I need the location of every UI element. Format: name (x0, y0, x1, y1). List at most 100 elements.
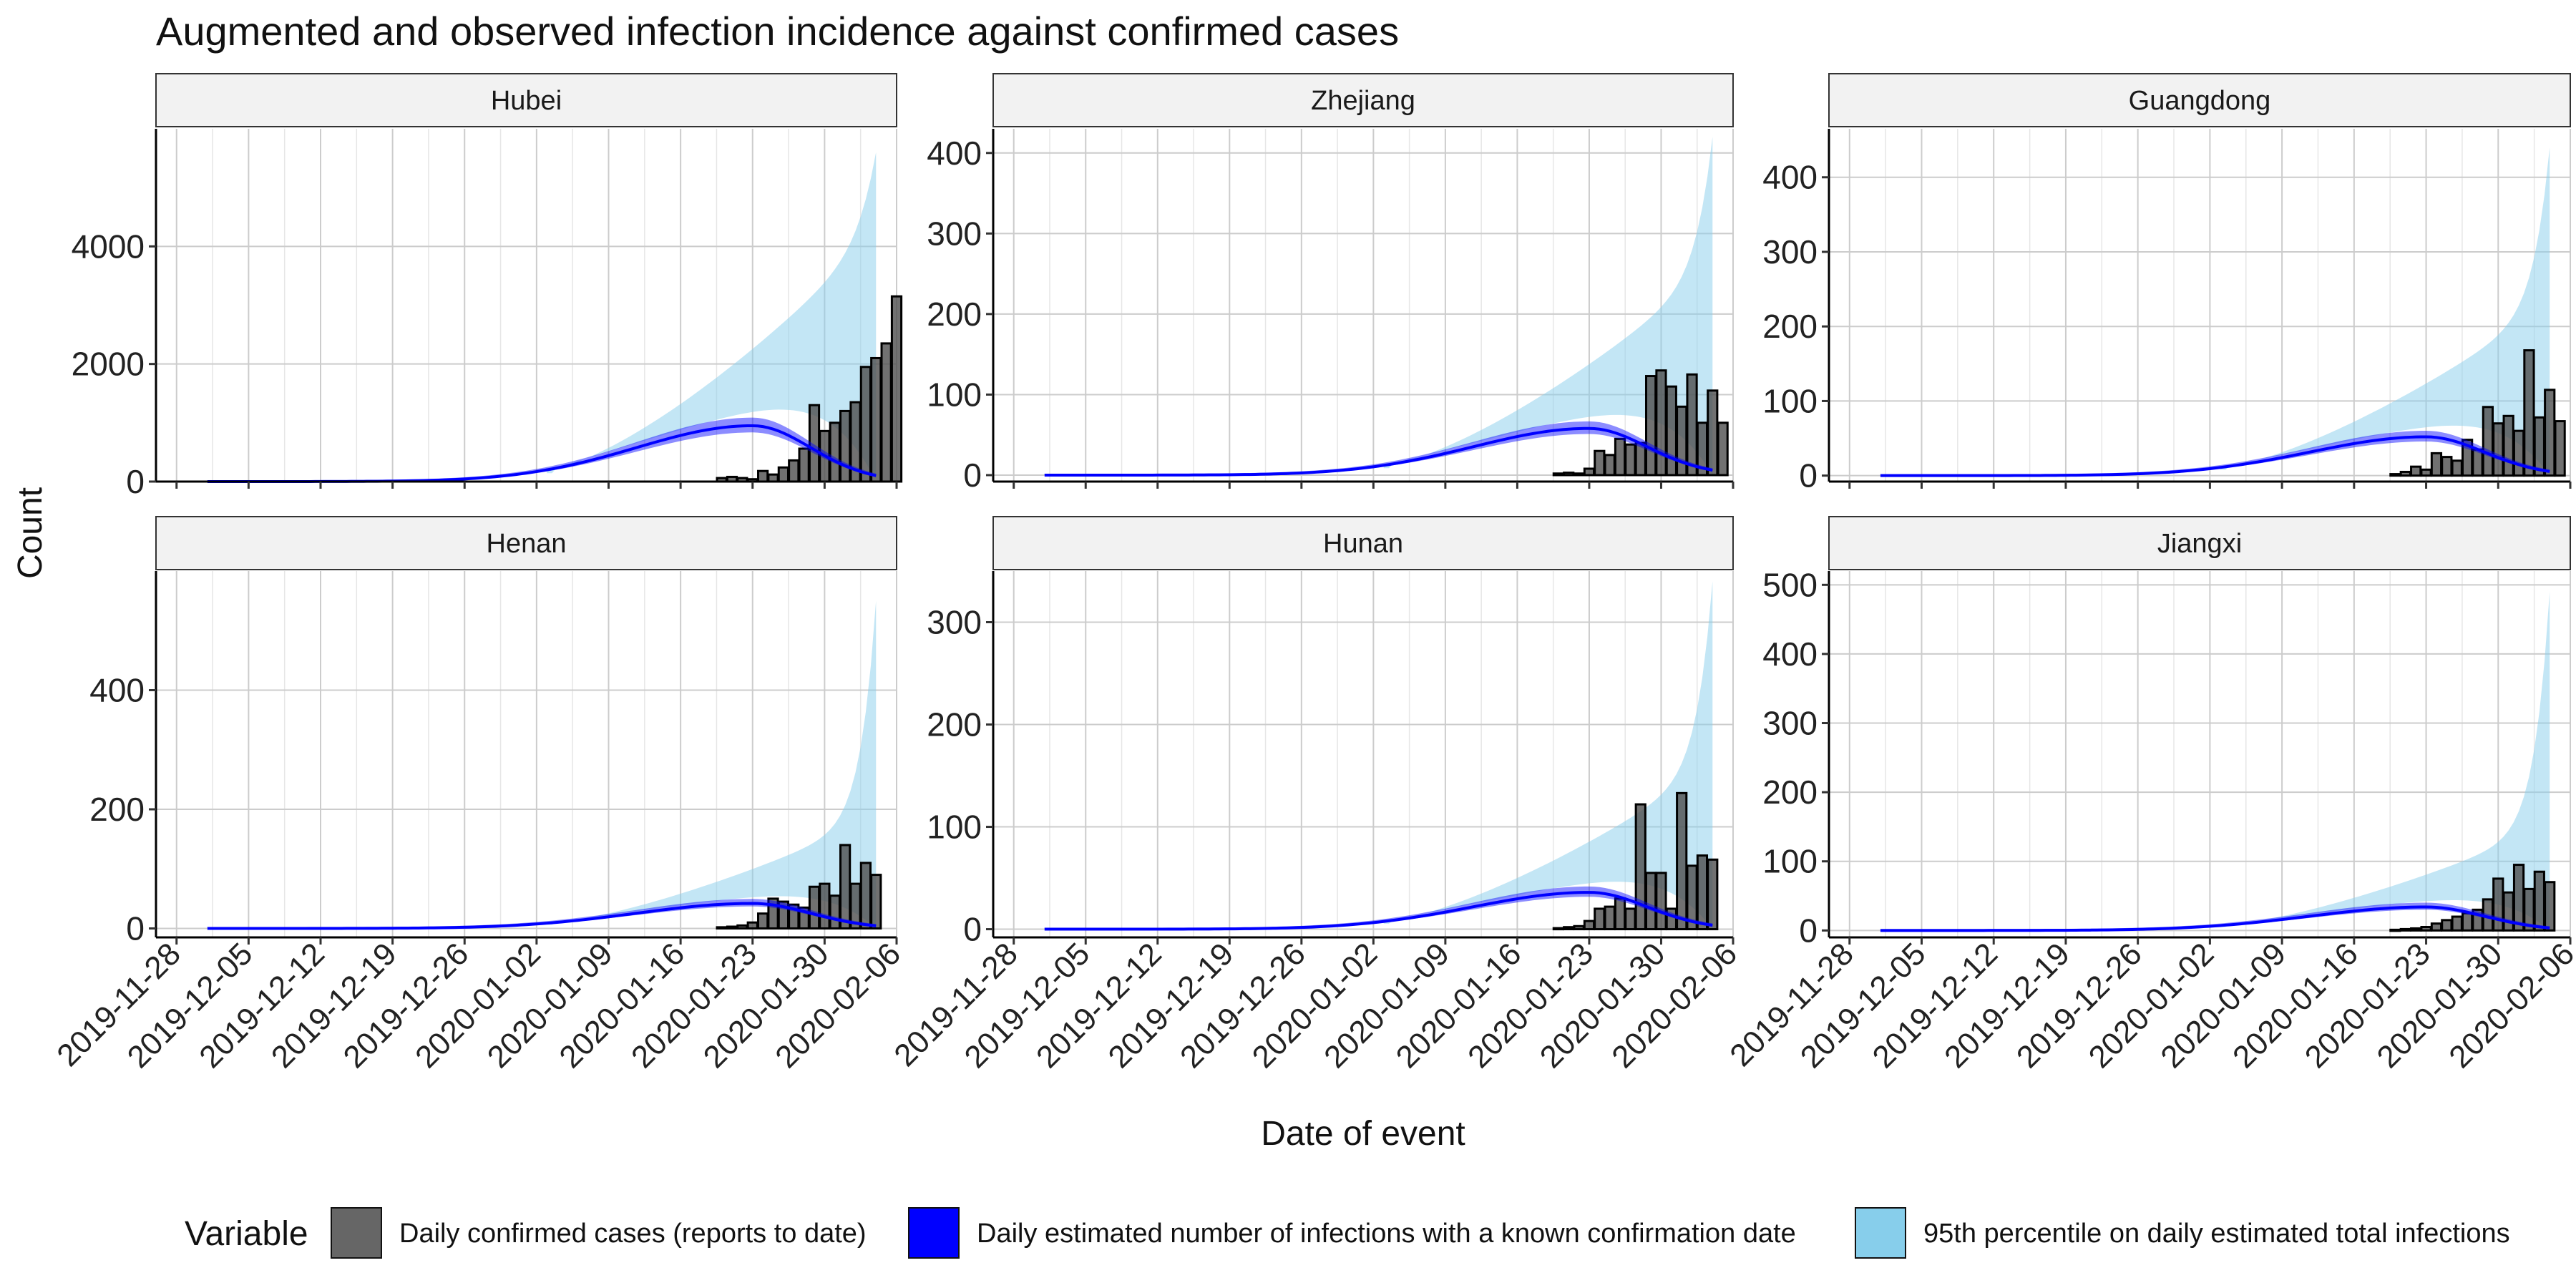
y-tick-label: 0 (963, 457, 982, 494)
confirmed-bar (1696, 854, 1709, 931)
facet-panel-hunan: Hunan01002003002019-11-282019-12-052019-… (887, 516, 1744, 1075)
y-axis-title: Count (11, 487, 49, 579)
confirmed-bar (839, 409, 852, 483)
percentile-band (547, 152, 877, 479)
confirmed-bar (1686, 373, 1698, 477)
y-tick-label: 200 (1762, 774, 1818, 811)
facet-strip (992, 516, 1734, 570)
y-tick-label: 400 (1762, 159, 1818, 196)
y-tick-label: 200 (89, 791, 145, 828)
confirmed-bar (2420, 926, 2432, 932)
facet-strip-label: Jiangxi (2157, 529, 2242, 559)
y-tick-label: 0 (126, 463, 145, 500)
percentile-band (547, 600, 877, 928)
confirmed-bar (726, 925, 738, 930)
y-tick-label: 4000 (72, 228, 145, 265)
confirmed-bar (788, 459, 800, 483)
confirmed-bar (829, 421, 841, 483)
confirmed-bar (2430, 922, 2443, 932)
facet-panel-zhejiang: Zhejiang 0 100 200 300 400 (927, 73, 1735, 494)
facet-panels: Hubei020004000Zhejiang0100200300400Guang… (50, 73, 2576, 1075)
y-tick-label: 300 (927, 215, 982, 252)
confirmed-bar (1583, 919, 1596, 931)
confirmed-bar (880, 342, 892, 483)
estimate-line (1044, 426, 1713, 477)
confirmed-bar (1645, 375, 1657, 477)
facet-strip (1828, 516, 2571, 570)
confirmed-bar (2544, 389, 2556, 477)
confirmed-bar (1707, 389, 1719, 477)
facet-strip (155, 73, 897, 127)
confirmed-bar (2451, 915, 2463, 932)
confirmed-bar (2523, 349, 2535, 477)
legend-key-3 (1855, 1207, 1906, 1259)
y-tick-label: 200 (927, 296, 982, 333)
confirmed-bar (2389, 928, 2401, 932)
y-tick-label: 100 (927, 809, 982, 846)
confirmed-bar (2482, 406, 2494, 477)
y-tick-label: 300 (1762, 233, 1818, 270)
facet-strip-label: Hunan (1323, 529, 1403, 559)
chart-title: Augmented and observed infection inciden… (156, 9, 1399, 54)
confirmed-bar (1563, 472, 1575, 477)
confirmed-bar (1594, 449, 1606, 477)
confirmed-bar (2502, 414, 2514, 477)
confirmed-bar (870, 356, 882, 483)
confirmed-bar (819, 882, 831, 930)
y-tick-label: 0 (126, 910, 145, 947)
confirmed-bar (2461, 912, 2474, 932)
confirmed-bar (1573, 924, 1585, 931)
confirmed-bar (2502, 891, 2514, 932)
confirmed-bar (1624, 443, 1636, 477)
confirmed-bar (1552, 472, 1564, 477)
estimate-ribbon (1044, 886, 1713, 930)
confirmed-bar (870, 874, 882, 930)
facet-strip (992, 73, 1734, 127)
y-tick-label: 0 (1799, 457, 1818, 494)
confirmed-bar (798, 447, 810, 483)
confirmed-bar (2512, 864, 2525, 932)
confirmed-bar (777, 466, 789, 483)
confirmed-bar (1604, 905, 1616, 931)
confirmed-bar (757, 469, 769, 483)
confirmed-bar (2451, 459, 2463, 477)
estimate-line (1044, 891, 1713, 931)
confirmed-bar (1707, 858, 1719, 931)
confirmed-bar (757, 912, 769, 930)
estimate-ribbon (207, 417, 877, 482)
facet-strip-label: Guangdong (2129, 86, 2271, 116)
confirmed-bar (2399, 927, 2411, 932)
percentile-band (1383, 581, 1713, 929)
confirmed-bar (890, 295, 903, 483)
facet-strip-label: Henan (487, 529, 567, 559)
estimate-ribbon (1880, 430, 2550, 476)
confirmed-bar (2554, 420, 2566, 477)
legend-title: Variable (185, 1215, 308, 1253)
confirmed-bar (2430, 452, 2443, 477)
y-tick-label: 500 (1762, 566, 1818, 603)
y-tick-label: 100 (927, 376, 982, 413)
percentile-band (1383, 137, 1713, 474)
confirmed-bar (2399, 470, 2411, 477)
confirmed-bar (1614, 897, 1626, 931)
confirmed-bar (2544, 881, 2556, 932)
confirmed-bar (2441, 919, 2453, 932)
x-axis-title: Date of event (1261, 1115, 1465, 1153)
confirmed-bar (2492, 877, 2504, 932)
confirmed-bar (829, 894, 841, 930)
y-tick-label: 0 (963, 911, 982, 948)
y-tick-label: 100 (1762, 382, 1818, 419)
confirmed-bar (1665, 385, 1677, 477)
y-tick-label: 400 (927, 135, 982, 172)
confirmed-bar (839, 844, 852, 930)
legend-key-2 (908, 1207, 960, 1259)
confirmed-bar (746, 921, 758, 930)
confirmed-bar (1717, 421, 1729, 477)
facet-strip (155, 516, 897, 570)
confirmed-bar (859, 366, 872, 483)
confirmed-bar (2420, 468, 2432, 477)
estimate-line (1880, 435, 2550, 477)
confirmed-bar (1645, 872, 1657, 931)
confirmed-bar (1614, 437, 1626, 477)
facet-strip-label: Hubei (491, 86, 562, 116)
